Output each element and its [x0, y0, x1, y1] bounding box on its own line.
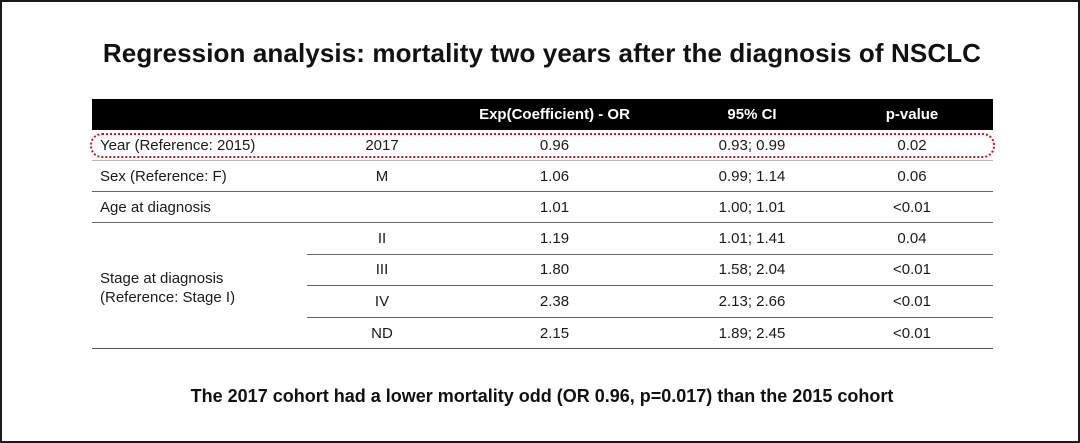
- row-ci: 2.13; 2.66: [718, 292, 786, 310]
- conclusion-text: The 2017 cohort had a lower mortality od…: [190, 386, 894, 406]
- slide-title: Regression analysis: mortality two years…: [102, 38, 982, 68]
- table-row-year: Year (Reference: 2015) 2017 0.96 0.93; 0…: [90, 130, 995, 161]
- row-p-value: 0.02: [897, 136, 927, 154]
- row-or: 1.80: [539, 261, 570, 279]
- row-p-value: <0.01: [893, 198, 931, 216]
- stage-label: Stage at diagnosis (Reference: Stage I): [100, 223, 310, 349]
- row-p-value: 0.06: [897, 167, 927, 185]
- header-p-value: p-value: [885, 106, 939, 123]
- table-row-stage-ii: II 1.19 1.01; 1.41 0.04: [307, 223, 993, 255]
- row-ci: 0.99; 1.14: [718, 167, 786, 185]
- row-category: M: [375, 167, 389, 185]
- row-label: Year (Reference: 2015): [100, 136, 256, 154]
- row-category: 2017: [365, 136, 399, 154]
- row-ci: 1.58; 2.04: [718, 261, 786, 279]
- row-or: 1.01: [539, 198, 570, 216]
- row-ci: 1.00; 1.01: [718, 198, 786, 216]
- table-row-stage-iii: III 1.80 1.58; 2.04 <0.01: [307, 255, 993, 286]
- row-p-value: <0.01: [893, 324, 931, 342]
- row-or: 1.06: [539, 167, 570, 185]
- header-or: Exp(Coefficient) - OR: [479, 106, 630, 123]
- stage-label-line2: (Reference: Stage I): [100, 289, 236, 306]
- row-category: ND: [371, 324, 393, 342]
- row-label: Sex (Reference: F): [100, 167, 227, 185]
- row-label: Age at diagnosis: [100, 198, 211, 216]
- table-row-stage-nd: ND 2.15 1.89; 2.45 <0.01: [307, 318, 993, 350]
- row-or: 2.38: [539, 292, 570, 310]
- stage-label-line1: Stage at diagnosis: [100, 270, 224, 287]
- row-p-value: 0.04: [897, 229, 927, 247]
- row-category: IV: [374, 292, 390, 310]
- row-or: 0.96: [539, 136, 570, 154]
- row-ci: 1.89; 2.45: [718, 324, 786, 342]
- table-row-sex: Sex (Reference: F) M 1.06 0.99; 1.14 0.0…: [92, 161, 993, 192]
- table-header-row: Exp(Coefficient) - OR 95% CI p-value: [92, 99, 993, 130]
- table-row-stage-iv: IV 2.38 2.13; 2.66 <0.01: [307, 286, 993, 318]
- table-row-age: Age at diagnosis 1.01 1.00; 1.01 <0.01: [92, 192, 993, 223]
- row-category: III: [375, 261, 389, 279]
- row-category: [322, 192, 442, 222]
- row-ci: 1.01; 1.41: [718, 229, 786, 247]
- row-p-value: <0.01: [893, 292, 931, 310]
- header-ci: 95% CI: [727, 106, 777, 123]
- row-ci: 0.93; 0.99: [718, 136, 786, 154]
- row-or: 2.15: [539, 324, 570, 342]
- row-or: 1.19: [539, 229, 570, 247]
- stage-row-group: Stage at diagnosis (Reference: Stage I) …: [92, 223, 993, 349]
- row-p-value: <0.01: [893, 261, 931, 279]
- regression-table: Exp(Coefficient) - OR 95% CI p-value Yea…: [90, 99, 995, 349]
- row-category: II: [377, 229, 387, 247]
